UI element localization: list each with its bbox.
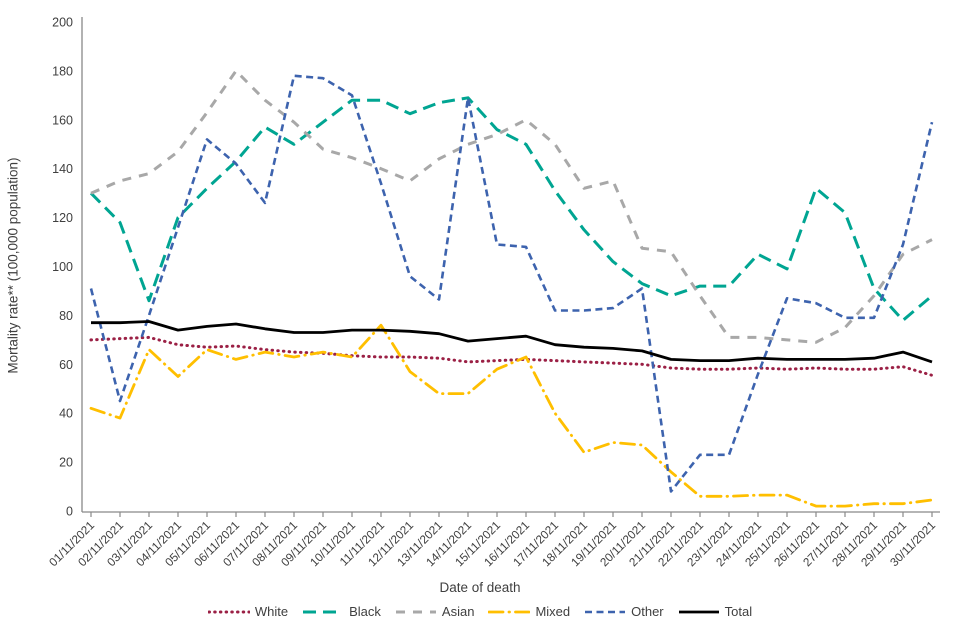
legend-item-other: Other (584, 604, 664, 619)
legend-item-black: Black (302, 604, 381, 619)
legend-item-white: White (207, 604, 289, 619)
legend-item-total: Total (678, 604, 752, 619)
y-tick-label: 200 (52, 16, 73, 30)
legend-swatch-other-icon (585, 610, 626, 613)
legend-label-black: Black (349, 604, 381, 619)
legend-label-total: Total (724, 604, 753, 619)
series-line-white (89, 335, 934, 377)
legend-label-mixed: Mixed (535, 604, 571, 619)
y-tick-label: 0 (66, 505, 73, 519)
y-tick-label: 100 (52, 260, 73, 274)
legend-label-other: Other (631, 604, 664, 619)
y-tick-label: 140 (52, 162, 73, 176)
x-axis-title: Date of death (439, 580, 521, 595)
y-tick-label: 20 (59, 456, 73, 470)
series-line-asian (90, 69, 933, 344)
y-tick-label: 40 (59, 407, 73, 421)
series-line-black (89, 96, 933, 322)
series-line-other (89, 74, 934, 493)
chart-legend: White Black Asian Mixed Other Total (0, 604, 960, 619)
y-tick-label: 80 (59, 309, 73, 323)
legend-swatch-total-icon (678, 610, 719, 613)
legend-item-asian: Asian (395, 604, 475, 619)
legend-label-asian: Asian (441, 604, 475, 619)
y-tick-label: 160 (52, 113, 73, 127)
legend-label-white: White (254, 604, 289, 619)
legend-swatch-white-icon (207, 610, 250, 613)
y-tick-label: 120 (52, 211, 73, 225)
legend-swatch-asian-icon (395, 610, 436, 613)
series-line-mixed (89, 323, 934, 508)
series-line-total (91, 320, 933, 364)
legend-swatch-mixed-icon (488, 610, 531, 613)
y-tick-label: 180 (52, 64, 73, 78)
legend-item-mixed: Mixed (488, 604, 570, 619)
y-axis-title: Mortality rate** (100,000 population) (5, 157, 21, 374)
legend-swatch-black-icon (303, 610, 344, 613)
y-tick-label: 60 (59, 358, 73, 372)
